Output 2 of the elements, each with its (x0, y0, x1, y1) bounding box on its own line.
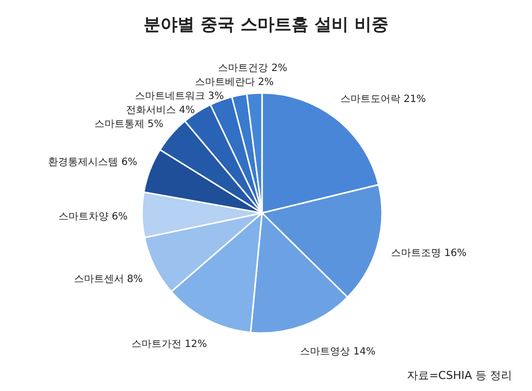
annotation: 자료=CSHIA 등 정리 (407, 369, 512, 382)
title: 분야별 중국 스마트홈 설비 비중 (144, 15, 388, 35)
